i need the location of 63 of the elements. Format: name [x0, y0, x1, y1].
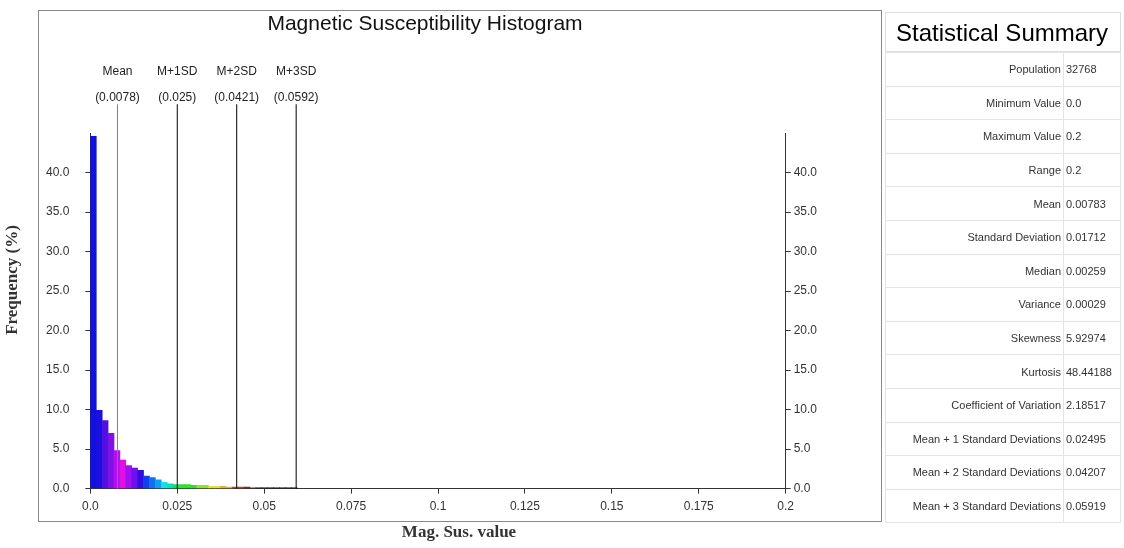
category-label: Mean [885, 186, 1064, 221]
text: 0.00259 [1066, 264, 1106, 277]
text: 0.01712 [1066, 231, 1106, 244]
text: 48.44188 [1066, 365, 1112, 378]
chart-title: Magnetic Susceptibility Histogram [267, 11, 583, 35]
y-axis-title: Frequency (%) [2, 224, 22, 337]
category-label: Mean + 2 Standard Deviations [885, 455, 1064, 490]
category-label: Coefficient of Variation [885, 388, 1064, 423]
text: 0.2 [1066, 130, 1082, 143]
text: 32768 [1066, 63, 1097, 76]
text: 2.18517 [1066, 399, 1106, 412]
x-tick-label: 0.15 [600, 499, 624, 514]
y2-tick-label: 35.0 [793, 204, 818, 219]
y-tick-label: 30.0 [46, 243, 70, 258]
y2-tick-label: 0.0 [793, 480, 811, 495]
category-label: Range [885, 153, 1064, 187]
y-tick-label: 40.0 [46, 165, 70, 179]
category-label: Population [885, 52, 1064, 87]
y-tick-label: 25.0 [46, 283, 70, 298]
text: 0.0 [1066, 96, 1082, 109]
y2-tick-label: 25.0 [793, 283, 818, 298]
y2-tick-label: 20.0 [793, 322, 818, 337]
y-tick-label: 5.0 [52, 441, 70, 456]
ref-line-label: Mean (0.0078) [95, 63, 140, 104]
text: 0.04207 [1066, 466, 1106, 479]
y2-tick-label: 10.0 [793, 401, 818, 416]
category-label: Median [885, 254, 1064, 288]
category-label: Skewness [885, 321, 1064, 355]
text: 0.00783 [1066, 197, 1106, 210]
x-tick-label: 0.0 [82, 499, 100, 514]
y-tick-label: 20.0 [46, 322, 70, 337]
category-label: Variance [885, 287, 1064, 322]
category-label: Kurtosis [885, 354, 1064, 389]
x-tick-label: 0.2 [777, 499, 795, 514]
x-tick-label: 0.025 [162, 499, 193, 514]
y-tick-label: 15.0 [46, 362, 70, 377]
text: 0.2 [1066, 164, 1082, 177]
y-tick-label: 0.0 [52, 480, 70, 495]
ref-line-label: M+2SD (0.0421) [214, 63, 260, 104]
text: Statistical Summary [885, 12, 1121, 52]
ref-line-label: M+1SD (0.025) [157, 63, 198, 104]
category-label: Mean + 1 Standard Deviations [885, 422, 1064, 456]
category-label: Standard Deviation [885, 220, 1064, 255]
x-tick-label: 0.125 [509, 499, 541, 514]
text: 0.00029 [1066, 298, 1106, 311]
x-tick-label: 0.05 [252, 499, 277, 514]
category-label: Mean + 3 Standard Deviations [885, 489, 1064, 523]
x-tick-label: 0.175 [683, 499, 715, 514]
y2-tick-label: 15.0 [793, 362, 818, 377]
text: 0.05919 [1066, 500, 1106, 513]
x-tick-label: 0.1 [429, 499, 447, 514]
ref-line-label: M+3SD (0.0592) [273, 63, 319, 104]
category-label: Maximum Value [885, 119, 1064, 154]
y-tick-label: 10.0 [46, 401, 70, 416]
text: 0.02495 [1066, 432, 1106, 445]
y2-tick-label: 30.0 [793, 243, 818, 258]
x-axis-title: Mag. Sus. value [400, 522, 518, 542]
y-tick-label: 35.0 [46, 204, 70, 219]
category-label: Minimum Value [885, 86, 1064, 120]
x-tick-label: 0.075 [336, 499, 367, 514]
y2-tick-label: 5.0 [793, 441, 811, 456]
text: 5.92974 [1066, 332, 1106, 345]
y2-tick-label: 40.0 [793, 165, 818, 179]
